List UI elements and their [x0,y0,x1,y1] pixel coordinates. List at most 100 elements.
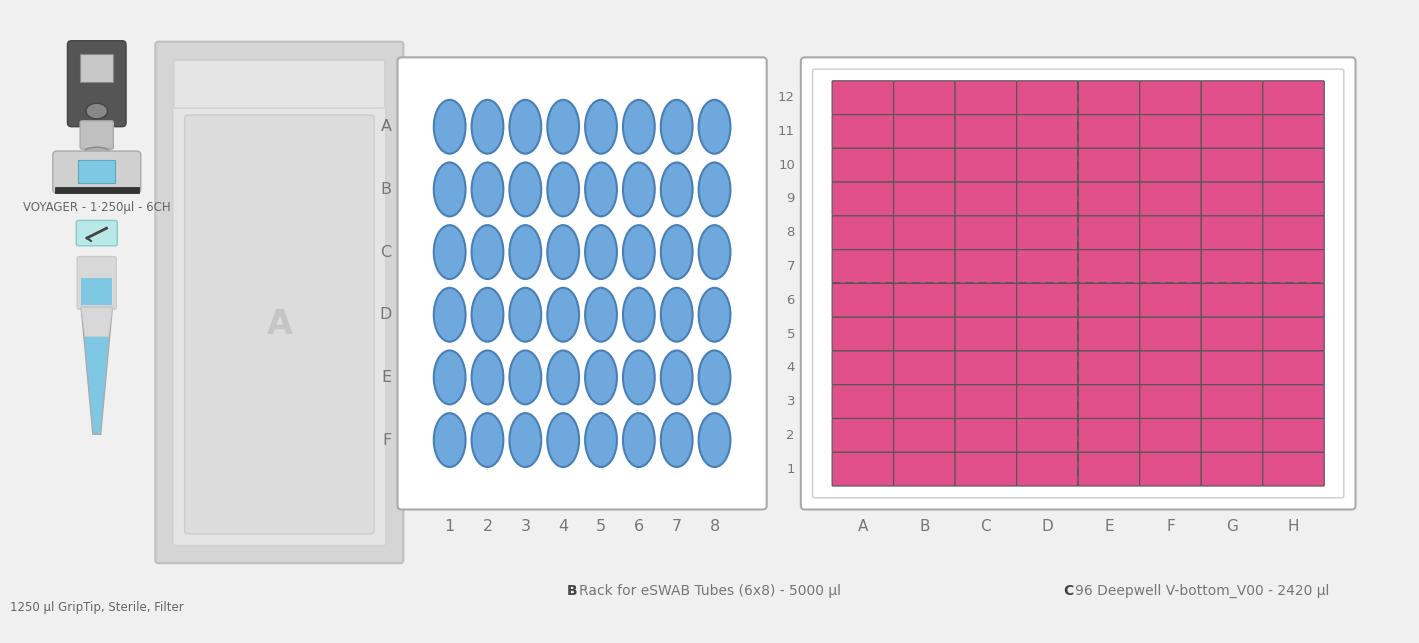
FancyBboxPatch shape [955,351,1016,385]
FancyBboxPatch shape [1202,452,1263,486]
FancyBboxPatch shape [1263,81,1324,114]
Ellipse shape [509,225,541,279]
Text: Rack for eSWAB Tubes (6x8) - 5000 µl: Rack for eSWAB Tubes (6x8) - 5000 µl [579,584,841,598]
FancyBboxPatch shape [1078,81,1139,114]
Text: C: C [981,520,992,534]
FancyBboxPatch shape [1016,419,1078,452]
FancyBboxPatch shape [1016,284,1078,317]
Text: B: B [920,520,929,534]
FancyBboxPatch shape [1016,81,1078,114]
FancyBboxPatch shape [1139,182,1202,216]
Text: 96 Deepwell V-bottom_V00 - 2420 µl: 96 Deepwell V-bottom_V00 - 2420 µl [1076,584,1330,598]
FancyBboxPatch shape [894,182,955,216]
FancyBboxPatch shape [832,452,894,486]
FancyBboxPatch shape [1016,351,1078,385]
FancyBboxPatch shape [1139,452,1202,486]
FancyBboxPatch shape [832,284,894,317]
Ellipse shape [434,288,465,341]
FancyBboxPatch shape [155,42,403,563]
FancyBboxPatch shape [894,149,955,182]
Ellipse shape [548,100,579,154]
Text: D: D [379,307,392,322]
FancyBboxPatch shape [1139,419,1202,452]
FancyBboxPatch shape [832,216,894,249]
Text: A: A [267,308,292,341]
FancyBboxPatch shape [1263,452,1324,486]
Text: VOYAGER - 1·250µl - 6CH: VOYAGER - 1·250µl - 6CH [23,201,170,214]
Ellipse shape [623,163,654,216]
FancyBboxPatch shape [832,114,894,149]
Text: F: F [383,433,392,448]
Text: C: C [1063,584,1073,598]
FancyBboxPatch shape [894,419,955,452]
FancyBboxPatch shape [1078,317,1139,351]
Ellipse shape [623,350,654,404]
FancyBboxPatch shape [77,221,118,246]
FancyBboxPatch shape [1263,385,1324,419]
FancyBboxPatch shape [894,452,955,486]
Ellipse shape [471,225,504,279]
Ellipse shape [661,100,692,154]
FancyBboxPatch shape [1078,249,1139,284]
Text: 4: 4 [558,520,568,534]
Text: 5: 5 [786,327,795,341]
FancyBboxPatch shape [1078,351,1139,385]
FancyBboxPatch shape [1202,385,1263,419]
Ellipse shape [585,100,617,154]
Ellipse shape [471,100,504,154]
FancyBboxPatch shape [1202,284,1263,317]
Text: 7: 7 [786,260,795,273]
Ellipse shape [698,163,731,216]
FancyBboxPatch shape [955,385,1016,419]
Ellipse shape [698,413,731,467]
FancyBboxPatch shape [1202,317,1263,351]
FancyBboxPatch shape [1202,149,1263,182]
Ellipse shape [661,225,692,279]
FancyBboxPatch shape [832,351,894,385]
FancyBboxPatch shape [1263,114,1324,149]
FancyBboxPatch shape [1016,249,1078,284]
Ellipse shape [471,350,504,404]
FancyBboxPatch shape [79,121,114,149]
Text: 11: 11 [778,125,795,138]
Text: 8: 8 [710,520,719,534]
FancyBboxPatch shape [1202,182,1263,216]
FancyBboxPatch shape [1139,114,1202,149]
FancyBboxPatch shape [1202,351,1263,385]
FancyBboxPatch shape [1078,419,1139,452]
FancyBboxPatch shape [1263,419,1324,452]
Text: 6: 6 [634,520,644,534]
FancyBboxPatch shape [1139,385,1202,419]
Ellipse shape [623,100,654,154]
Text: B: B [380,182,392,197]
Ellipse shape [434,100,465,154]
FancyBboxPatch shape [894,284,955,317]
FancyBboxPatch shape [832,182,894,216]
Text: C: C [380,244,392,260]
FancyBboxPatch shape [184,115,375,534]
Ellipse shape [548,225,579,279]
Ellipse shape [585,288,617,341]
FancyBboxPatch shape [53,151,140,193]
FancyBboxPatch shape [1202,114,1263,149]
FancyBboxPatch shape [1016,385,1078,419]
FancyBboxPatch shape [955,114,1016,149]
Text: 6: 6 [786,294,795,307]
Bar [81,278,112,305]
Text: G: G [1226,520,1237,534]
FancyBboxPatch shape [1202,216,1263,249]
FancyBboxPatch shape [1016,149,1078,182]
FancyBboxPatch shape [1139,284,1202,317]
FancyBboxPatch shape [955,419,1016,452]
FancyBboxPatch shape [175,60,385,108]
Text: 1250 µl GripTip, Sterile, Filter: 1250 µl GripTip, Sterile, Filter [10,601,183,614]
FancyBboxPatch shape [832,317,894,351]
FancyBboxPatch shape [1263,249,1324,284]
FancyBboxPatch shape [813,69,1344,498]
Bar [79,55,114,82]
FancyBboxPatch shape [1139,149,1202,182]
Text: B: B [566,584,578,598]
Ellipse shape [509,163,541,216]
Ellipse shape [623,225,654,279]
FancyBboxPatch shape [1016,317,1078,351]
